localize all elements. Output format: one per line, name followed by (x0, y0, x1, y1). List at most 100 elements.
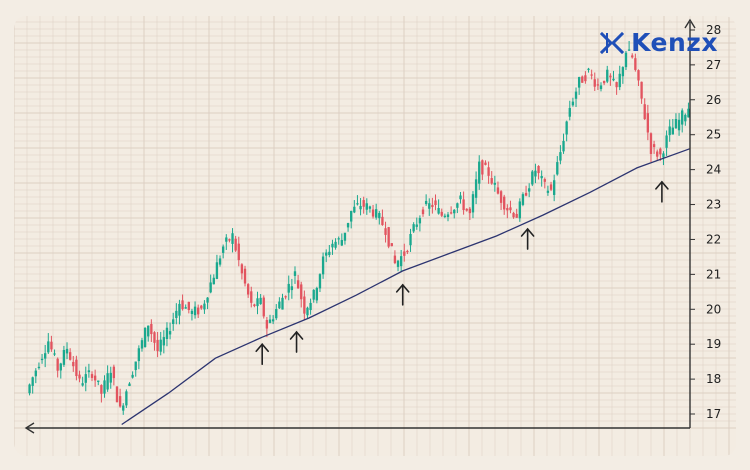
down-candle (499, 191, 503, 203)
up-candle (106, 373, 109, 390)
down-candle (515, 213, 518, 218)
up-candle (340, 240, 343, 246)
up-candle (225, 237, 228, 242)
up-candle (540, 176, 543, 179)
up-candle (312, 289, 315, 300)
down-candle (646, 113, 650, 133)
y-tick-label: 23 (706, 198, 721, 212)
up-candle (87, 370, 91, 373)
down-candle (237, 243, 240, 261)
moving-average-line (121, 148, 691, 426)
up-candle (256, 298, 259, 307)
up-candle (456, 203, 459, 208)
up-candle (268, 319, 272, 323)
up-candle (168, 331, 172, 335)
up-arrow-head (289, 330, 304, 340)
arrow-left-icon (24, 422, 35, 434)
up-candle (278, 301, 281, 309)
down-candle (581, 76, 584, 83)
y-tick-label: 17 (706, 407, 721, 421)
up-candle (328, 251, 331, 256)
up-candle (315, 288, 319, 301)
up-candle (409, 233, 412, 246)
up-candle (81, 383, 84, 386)
up-candle (37, 366, 41, 369)
support-markers (255, 180, 669, 366)
up-candle (471, 194, 475, 213)
up-candle (621, 67, 625, 77)
up-candle (528, 188, 531, 192)
up-candle (612, 78, 615, 81)
down-candle (487, 167, 490, 176)
up-candle (574, 91, 578, 99)
up-candle (337, 238, 340, 240)
up-candle (47, 341, 50, 353)
down-candle (381, 216, 384, 226)
up-candle (128, 383, 131, 387)
up-candle (178, 303, 181, 316)
up-candle (443, 215, 447, 217)
down-candle (512, 212, 515, 218)
down-candle (243, 268, 247, 284)
up-candle (165, 327, 169, 339)
down-candle (481, 160, 484, 175)
up-candle (293, 271, 297, 276)
up-candle (290, 286, 294, 291)
up-candle (31, 377, 34, 386)
down-candle (228, 239, 231, 241)
up-candle (309, 302, 312, 311)
down-candle (250, 291, 253, 303)
up-candle (193, 306, 197, 316)
down-candle (462, 199, 465, 211)
y-tick-label: 21 (706, 267, 721, 281)
up-candle (677, 119, 681, 131)
up-candle (109, 372, 112, 383)
up-candle (375, 209, 378, 218)
down-candle (115, 386, 119, 403)
up-candle (84, 374, 87, 383)
up-candle (428, 203, 431, 209)
up-candle (453, 209, 456, 214)
up-candle (350, 210, 353, 222)
up-candle (684, 114, 687, 122)
y-tick-label: 24 (706, 163, 721, 177)
up-candle (206, 297, 209, 303)
down-candle (384, 228, 387, 235)
up-candle (618, 73, 621, 88)
down-candle (440, 211, 443, 216)
down-candle (240, 264, 244, 274)
up-candle (418, 218, 422, 224)
down-candle (296, 280, 300, 289)
kenzx-logo-icon (600, 31, 625, 54)
up-candle (577, 77, 581, 88)
up-candle (131, 374, 134, 378)
up-candle (97, 380, 100, 382)
y-tick-label: 22 (706, 232, 721, 246)
up-candle (346, 223, 350, 228)
up-candle (203, 303, 206, 310)
up-candle (559, 152, 562, 161)
up-candle (34, 370, 37, 377)
up-candle (562, 140, 565, 152)
up-candle (28, 384, 31, 394)
down-candle (496, 187, 500, 194)
y-tick-labels: 17 18 19 20 21 22 23 24 25 26 27 28 (690, 23, 721, 421)
up-candle (687, 108, 690, 118)
up-arrow-icon (255, 343, 269, 366)
up-candle (668, 126, 671, 136)
down-candle (112, 366, 116, 379)
up-candle (325, 252, 328, 256)
up-candle (521, 194, 525, 205)
up-candle (606, 69, 609, 82)
up-arrow-head (395, 283, 410, 293)
down-candle (390, 243, 393, 247)
down-candle (631, 55, 634, 58)
up-candle (184, 307, 187, 309)
down-candle (649, 133, 653, 154)
down-candle (537, 166, 540, 174)
down-candle (468, 208, 472, 214)
down-candle (300, 284, 303, 300)
up-candle (671, 127, 674, 135)
up-candle (356, 203, 359, 205)
up-candle (172, 319, 175, 325)
